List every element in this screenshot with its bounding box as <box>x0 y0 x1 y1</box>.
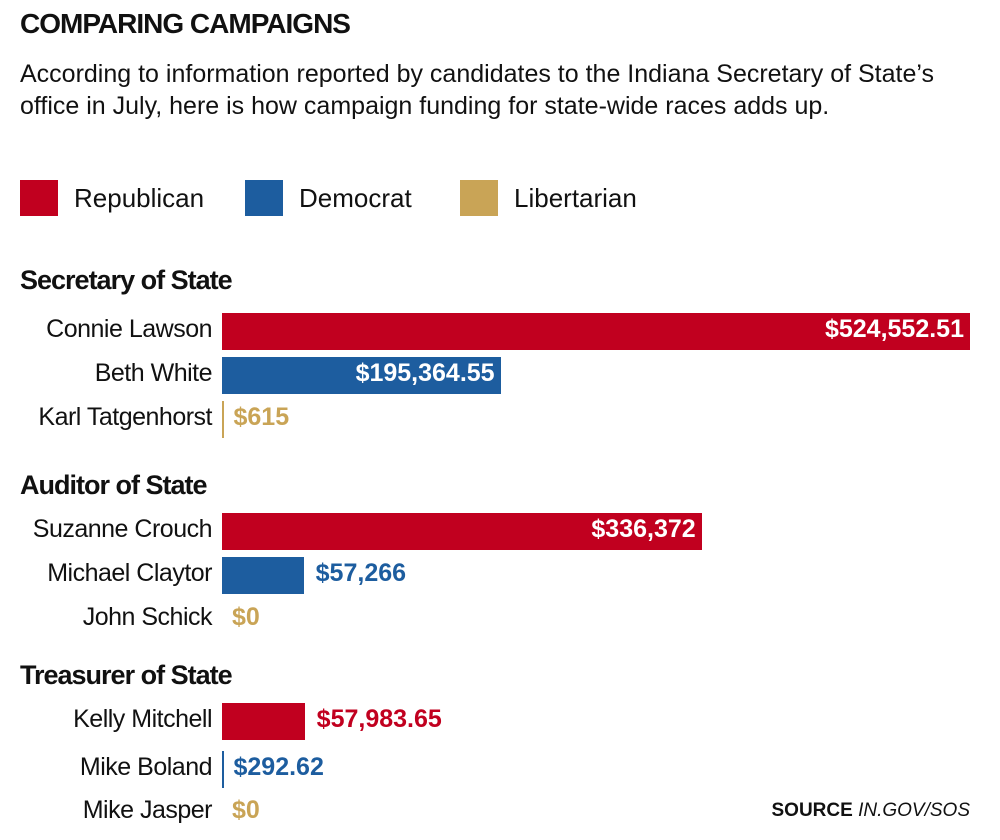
candidate-label: Michael Claytor <box>47 559 212 587</box>
legend-swatch <box>20 180 58 216</box>
source-label: SOURCE <box>771 800 853 821</box>
chart-subtitle: According to information reported by can… <box>20 60 934 120</box>
bar-democrat <box>222 557 304 594</box>
candidate-label: John Schick <box>82 603 213 631</box>
legend-label: Republican <box>74 182 205 213</box>
candidate-label: Kelly Mitchell <box>73 705 212 733</box>
value-label: $524,552.51 <box>824 315 964 343</box>
legend-label: Libertarian <box>514 182 637 213</box>
chart-title: COMPARING CAMPAIGNS <box>20 8 351 39</box>
value-label: $195,364.55 <box>355 359 495 387</box>
bar-democrat <box>222 357 501 394</box>
legend-label: Democrat <box>299 182 412 213</box>
value-label: $0 <box>232 796 260 824</box>
value-label: $0 <box>232 603 260 631</box>
value-label: $57,983.65 <box>316 705 442 733</box>
legend-swatch <box>245 180 283 216</box>
legend-item-republican: Republican <box>20 180 204 216</box>
bar-libertarian <box>222 401 224 438</box>
bar-republican <box>222 313 970 350</box>
value-label: $292.62 <box>233 753 324 781</box>
value-label: $615 <box>233 403 290 431</box>
bar-republican <box>222 703 305 740</box>
legend-item-libertarian: Libertarian <box>460 180 637 216</box>
value-label: $336,372 <box>591 515 696 543</box>
candidate-label: Suzanne Crouch <box>32 515 213 543</box>
source-value: IN.GOV/SOS <box>858 800 970 821</box>
section-heading: Auditor of State <box>20 470 207 500</box>
legend-swatch <box>460 180 498 216</box>
source-note: SOURCE IN.GOV/SOS <box>772 800 971 822</box>
legend-item-democrat: Democrat <box>245 180 412 216</box>
value-label: $57,266 <box>315 559 407 587</box>
candidate-label: Beth White <box>94 359 213 387</box>
bar-democrat <box>222 751 224 788</box>
section-heading: Treasurer of State <box>20 660 233 690</box>
bar-republican <box>222 513 702 550</box>
candidate-label: Karl Tatgenhorst <box>38 403 212 431</box>
candidate-label: Mike Boland <box>79 753 213 781</box>
candidate-label: Connie Lawson <box>46 315 212 343</box>
section-heading: Secretary of State <box>20 265 233 295</box>
candidate-label: Mike Jasper <box>82 796 213 824</box>
